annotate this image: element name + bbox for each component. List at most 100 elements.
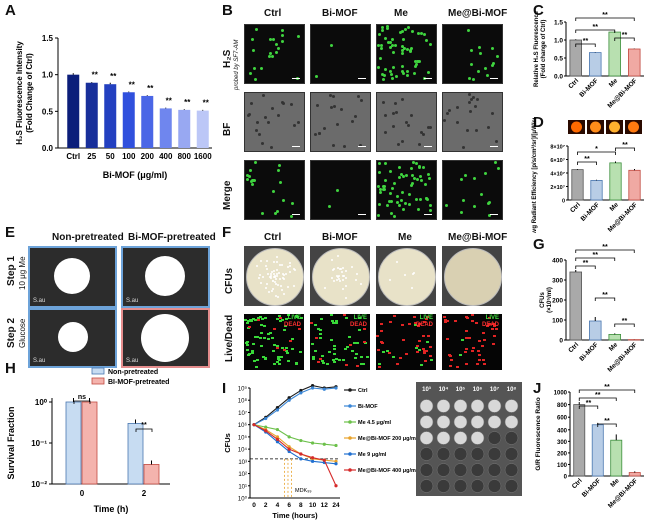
i-spot	[436, 479, 451, 493]
i-ytick-label: 10⁸	[238, 398, 248, 405]
i-spot	[419, 463, 434, 477]
chartD-ytick-label: 4×10⁷	[550, 172, 565, 178]
b-tile-0-1	[310, 24, 371, 84]
chartG-sig: **	[622, 318, 628, 325]
chartD-bracket	[615, 147, 635, 151]
i-point	[310, 459, 315, 463]
i-spot	[453, 447, 468, 461]
i-xtick-label: 12	[321, 502, 329, 509]
d-ivis-spot	[590, 121, 601, 133]
i-point	[334, 386, 338, 390]
a-xlabel: Bi-MOF (μg/ml)	[103, 170, 168, 180]
chartG-xtick-label: Ctrl	[567, 341, 580, 354]
b-col-bimof: Bi-MOF	[322, 8, 358, 19]
i-point	[299, 388, 303, 393]
h-legend-label: BI-MOF-pretreated	[108, 379, 169, 386]
h-ylabel: Survival Fraction	[6, 406, 16, 479]
i-legend-marker	[348, 468, 352, 472]
i-spot	[504, 463, 519, 477]
i-series-line	[253, 424, 337, 487]
b-col-mebimof: Me@Bi-MOF	[448, 8, 508, 19]
h-legend-swatch	[91, 367, 105, 375]
i-point	[334, 484, 338, 488]
i-spot	[453, 431, 468, 445]
b-tile-1-2	[376, 92, 437, 152]
e-tag-2: S.au	[126, 298, 139, 304]
f-livedead-1: LIVE DEAD	[310, 314, 370, 370]
panel-letter-a: A	[5, 2, 16, 19]
a-ylabel-2: (Fold Change of Ctrl)	[25, 53, 34, 133]
i-spot	[419, 431, 434, 445]
chartC-bar	[628, 48, 641, 77]
i-point	[310, 441, 315, 445]
i-legend-marker	[348, 452, 352, 456]
chartG-ytick-label: 200	[552, 298, 563, 305]
chartC-bracket	[575, 43, 596, 47]
chartG-ytick-label: 0	[559, 338, 563, 345]
i-point	[275, 435, 280, 439]
i-spot	[487, 447, 502, 461]
i-spot-plate	[416, 382, 522, 496]
a-xtick-label: 400	[159, 152, 173, 161]
b-tile-1-1	[310, 92, 371, 152]
a-ylabel-1: H₂S Fluorescence Intensity	[15, 41, 24, 145]
panel-letter-j: J	[533, 380, 542, 397]
chartC-xtick-label: Bi-MOF	[578, 77, 599, 98]
j-ytick-label: 400	[557, 428, 568, 434]
e-row1-title: Step 1	[6, 255, 17, 286]
e-col-pre: Bi-MOF-pretreated	[128, 232, 216, 243]
b-tile-0-2	[376, 24, 437, 84]
chartD-ylabel-1: Avg Radiant Efficiency [p/s/cm²/sr]/[μW/…	[531, 118, 538, 233]
j-bar	[573, 404, 586, 477]
i-ytick-label: 10⁰	[238, 496, 248, 503]
i-legend-marker	[348, 404, 352, 408]
i-legend-label: Ctrl	[358, 388, 368, 394]
i-spot	[470, 479, 485, 493]
chartC-bracket	[575, 29, 616, 33]
b-tile-1-3	[442, 92, 503, 152]
panel-e: Non-pretreated Bi-MOF-pretreated Step 1 …	[0, 224, 220, 368]
i-ytick-label: 10⁹	[238, 386, 248, 393]
f-dead-label: DEAD	[349, 322, 367, 328]
chartD-ytick-label: 0	[562, 199, 565, 205]
e-img-3: S.au	[28, 308, 117, 368]
h-xtick-label: 2	[142, 489, 147, 498]
panel-letter-e: E	[5, 224, 16, 241]
i-point	[287, 445, 291, 449]
a-xtick-label: 100	[122, 152, 136, 161]
j-sig: **	[604, 384, 610, 391]
h-bracket	[73, 400, 91, 404]
j-bracket	[578, 389, 636, 393]
j-bracket	[578, 405, 599, 409]
b-col-me: Me	[394, 8, 408, 19]
a-sig: **	[129, 80, 136, 89]
b-col-ctrl: Ctrl	[264, 8, 282, 19]
i-xtick-label: 8	[299, 502, 303, 509]
a-ytick-label: 1.0	[42, 71, 54, 80]
f-dead-label: DEAD	[415, 322, 433, 328]
a-sig: **	[166, 96, 173, 105]
h-xtick-label: 0	[80, 489, 85, 498]
chartC-sig: **	[602, 12, 608, 19]
a-bar	[104, 84, 117, 148]
i-legend-marker	[348, 436, 352, 440]
e-row2-sub: Glucose	[18, 318, 27, 348]
b-tile-0-3	[442, 24, 503, 84]
i-spot	[436, 463, 451, 477]
a-bar	[85, 82, 98, 148]
i-ylabel: CFUs	[223, 433, 232, 453]
f-dead-label: DEAD	[481, 322, 499, 328]
chartC-ylabel-2: (Fold change of Ctrl)	[541, 20, 547, 79]
i-xtick-label: 0	[252, 502, 256, 509]
i-spot	[504, 431, 519, 445]
j-ytick-label: 0	[564, 475, 568, 481]
i-spot	[470, 399, 485, 413]
i-spot	[487, 415, 502, 429]
j-bracket	[578, 397, 617, 401]
i-legend-label: Me@Bi-MOF 200 μg/ml	[358, 436, 418, 442]
chartC-ylabel-1: Relative H₂S Fluorescence	[534, 10, 540, 87]
i-spot	[436, 415, 451, 429]
